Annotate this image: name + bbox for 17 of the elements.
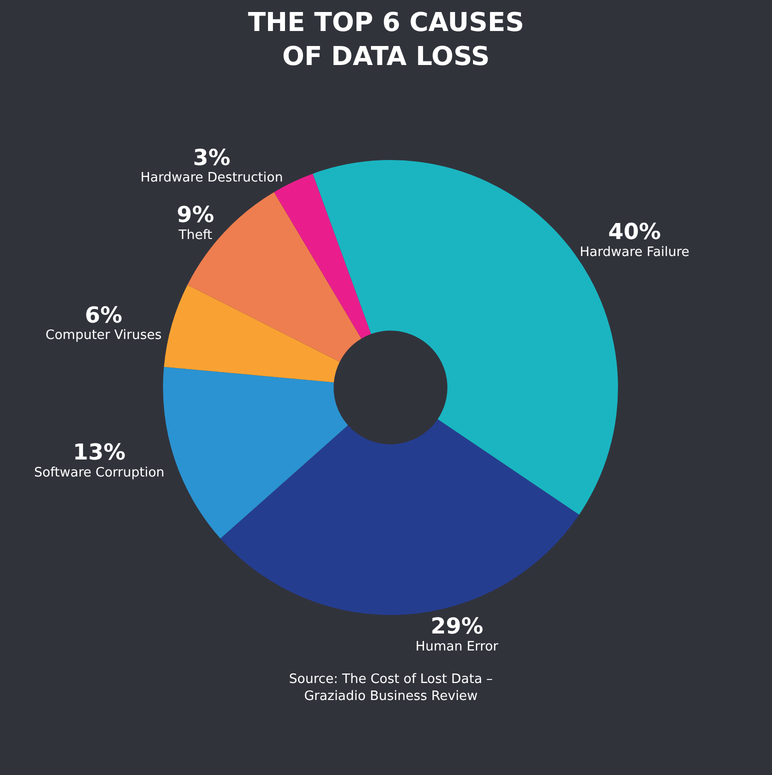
slice-label: Hardware Failure (580, 244, 690, 260)
slice-label: Computer Viruses (46, 328, 162, 344)
data-label: 40% (608, 220, 661, 245)
data-label: 6% (84, 303, 122, 328)
slice-label: Human Error (416, 639, 499, 654)
data-label: 13% (72, 440, 126, 466)
source-note: Source: The Cost of Lost Data – Graziadio Business Review (289, 672, 493, 704)
donut-slice (164, 284, 340, 382)
data-label: 9% (176, 203, 214, 228)
donut-slice (220, 419, 580, 615)
chart-title: THE TOP 6 CAUSES OF DATA LOSS (248, 8, 524, 72)
slice-label: Theft (178, 228, 212, 244)
slice-label: Hardware Destruction (140, 170, 283, 186)
donut-slice (163, 366, 348, 539)
slice-label: Software Corruption (34, 465, 164, 480)
data-label: 29% (430, 614, 484, 640)
data-label: 3% (193, 146, 230, 171)
